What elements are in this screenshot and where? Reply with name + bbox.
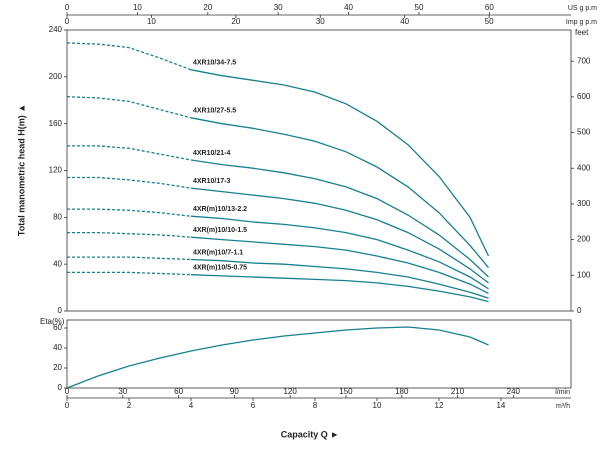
main-frame <box>66 29 572 312</box>
bottom-tick-label: 0 <box>65 387 70 396</box>
bottom-tick-label: 120 <box>283 387 297 396</box>
curve <box>190 187 489 284</box>
bottom-tick-label: 0 <box>65 401 70 410</box>
top-tick-label: 10 <box>133 3 142 12</box>
curve <box>190 69 490 257</box>
curve <box>66 326 489 389</box>
top-tick-label: 10 <box>147 17 156 26</box>
top-tick-label: 40 <box>400 17 409 26</box>
curve <box>66 96 192 119</box>
top-tick-label: 30 <box>316 17 325 26</box>
y-tick-label: 500 <box>577 128 591 137</box>
bottom-tick-label: 60 <box>174 387 183 396</box>
bottom-tick-label: 150 <box>339 387 353 396</box>
curve <box>190 215 489 290</box>
y-axis-label: Total manometric head H(m) ▲ <box>16 104 26 236</box>
y-tick-label: 0 <box>58 306 63 315</box>
top-tick-label: 50 <box>415 3 424 12</box>
curve <box>190 274 489 303</box>
bottom-tick-label: 4 <box>189 401 194 410</box>
y-tick-label: 0 <box>577 306 582 315</box>
y-tick-label: 300 <box>577 199 591 208</box>
bottom-tick-label: 2 <box>127 401 132 410</box>
bottom-tick-label: 210 <box>451 387 465 396</box>
y-tick-label: 20 <box>53 363 62 372</box>
bottom-tick-label: 8 <box>313 401 318 410</box>
y-tick-label: 40 <box>53 259 62 268</box>
top-tick-label: 60 <box>485 3 494 12</box>
y-tick-label: 0 <box>58 383 63 392</box>
top-axis-label: US g p.m <box>568 5 597 12</box>
bottom-tick-label: 240 <box>507 387 521 396</box>
curve-label: 4XR(m)10/5-0.75 <box>193 265 247 272</box>
curve-label: 4XR(m)10/13-2.2 <box>193 206 247 213</box>
curve <box>67 271 192 276</box>
curve-label: 4XR(m)10/10-1.5 <box>193 227 247 234</box>
bottom-tick-label: 180 <box>395 387 409 396</box>
y-tick-label: 400 <box>577 163 591 172</box>
bottom-tick-label: 10 <box>373 401 382 410</box>
curve <box>190 258 489 299</box>
x-axis-label: Capacity Q ► <box>281 429 339 439</box>
bottom-tick-label: 30 <box>118 387 127 396</box>
curve <box>67 208 192 217</box>
y-tick-label: 60 <box>53 323 62 332</box>
curve <box>66 42 192 71</box>
top-tick-label: 30 <box>274 3 283 12</box>
curve <box>67 176 192 189</box>
top-tick-label: 20 <box>231 17 240 26</box>
curve-label: 4XR(m)10/7-1.1 <box>193 249 243 256</box>
eta-frame <box>66 319 572 389</box>
top-tick-label: 0 <box>65 3 70 12</box>
y-tick-label: 700 <box>577 56 591 65</box>
top-tick-label: 50 <box>485 17 494 26</box>
curve-label: 4XR10/21-4 <box>193 150 230 157</box>
curve <box>67 231 192 238</box>
y-tick-label: 120 <box>49 166 63 175</box>
bottom-tick-label: 90 <box>230 387 239 396</box>
curve-label: 4XR10/34-7.5 <box>193 60 236 67</box>
curve <box>190 117 490 269</box>
curve <box>67 145 192 161</box>
y-tick-label: 200 <box>49 72 63 81</box>
bottom-tick-label: 12 <box>435 401 444 410</box>
y-tick-label: 100 <box>577 270 591 279</box>
y-tick-label: 160 <box>49 119 63 128</box>
y-tick-label: 80 <box>53 212 62 221</box>
y-tick-label: 240 <box>49 25 63 34</box>
curve-label: 4XR10/27-5.5 <box>193 108 236 115</box>
bottom-tick-label: 14 <box>496 401 505 410</box>
y-tick-label: 600 <box>577 92 591 101</box>
top-tick-label: 40 <box>344 3 353 12</box>
bottom-tick-label: 6 <box>251 401 256 410</box>
top-tick-label: 0 <box>65 17 70 26</box>
curve <box>190 159 489 278</box>
top-axis-label: Imp g p.m <box>566 19 597 26</box>
y2-axis-label: feet <box>575 28 589 37</box>
y-tick-label: 200 <box>577 235 591 244</box>
curve <box>190 236 489 294</box>
bottom-axis-label: m³/h <box>556 403 570 410</box>
y-tick-label: 40 <box>53 343 62 352</box>
eta-axis-label: Eta(%) <box>40 317 65 326</box>
curve <box>67 256 192 261</box>
top-tick-label: 20 <box>203 3 212 12</box>
bottom-axis-label: l/min <box>555 389 570 396</box>
curve-label: 4XR10/17-3 <box>193 178 230 185</box>
